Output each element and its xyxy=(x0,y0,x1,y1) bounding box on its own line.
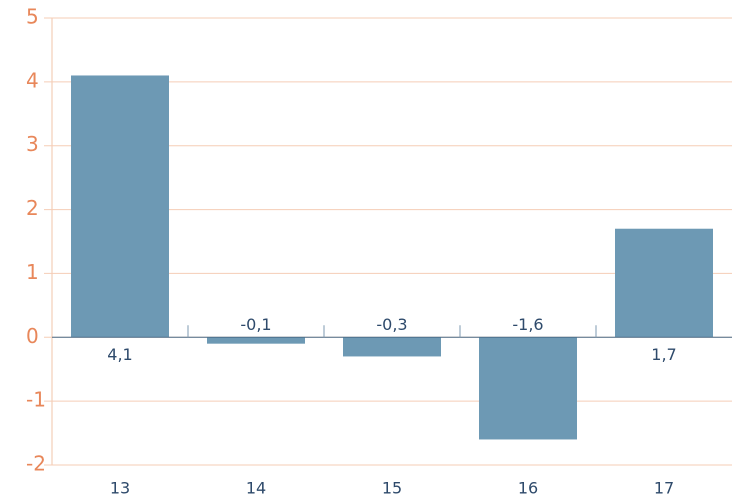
bar xyxy=(71,75,169,338)
x-tick-label: 17 xyxy=(654,479,674,498)
x-tick-label: 15 xyxy=(382,479,402,498)
data-label: -0,1 xyxy=(240,315,271,334)
y-tick-label: -1 xyxy=(26,388,46,412)
y-tick-label: 0 xyxy=(26,324,39,348)
data-label: 1,7 xyxy=(651,345,676,364)
y-tick-label: -2 xyxy=(26,452,46,476)
y-tick-label: 5 xyxy=(26,5,39,29)
data-label: 4,1 xyxy=(107,345,132,364)
bar xyxy=(615,228,713,338)
data-label: -0,3 xyxy=(376,315,407,334)
x-tick-label: 14 xyxy=(246,479,266,498)
y-tick-label: 1 xyxy=(26,260,39,284)
y-tick-label: 2 xyxy=(26,196,39,220)
bar xyxy=(479,337,577,440)
x-tick-label: 16 xyxy=(518,479,538,498)
bar xyxy=(343,337,441,357)
y-tick-label: 3 xyxy=(26,132,39,156)
data-label: -1,6 xyxy=(512,315,543,334)
y-tick-label: 4 xyxy=(26,68,39,92)
bar xyxy=(207,337,305,344)
x-tick-label: 13 xyxy=(110,479,130,498)
